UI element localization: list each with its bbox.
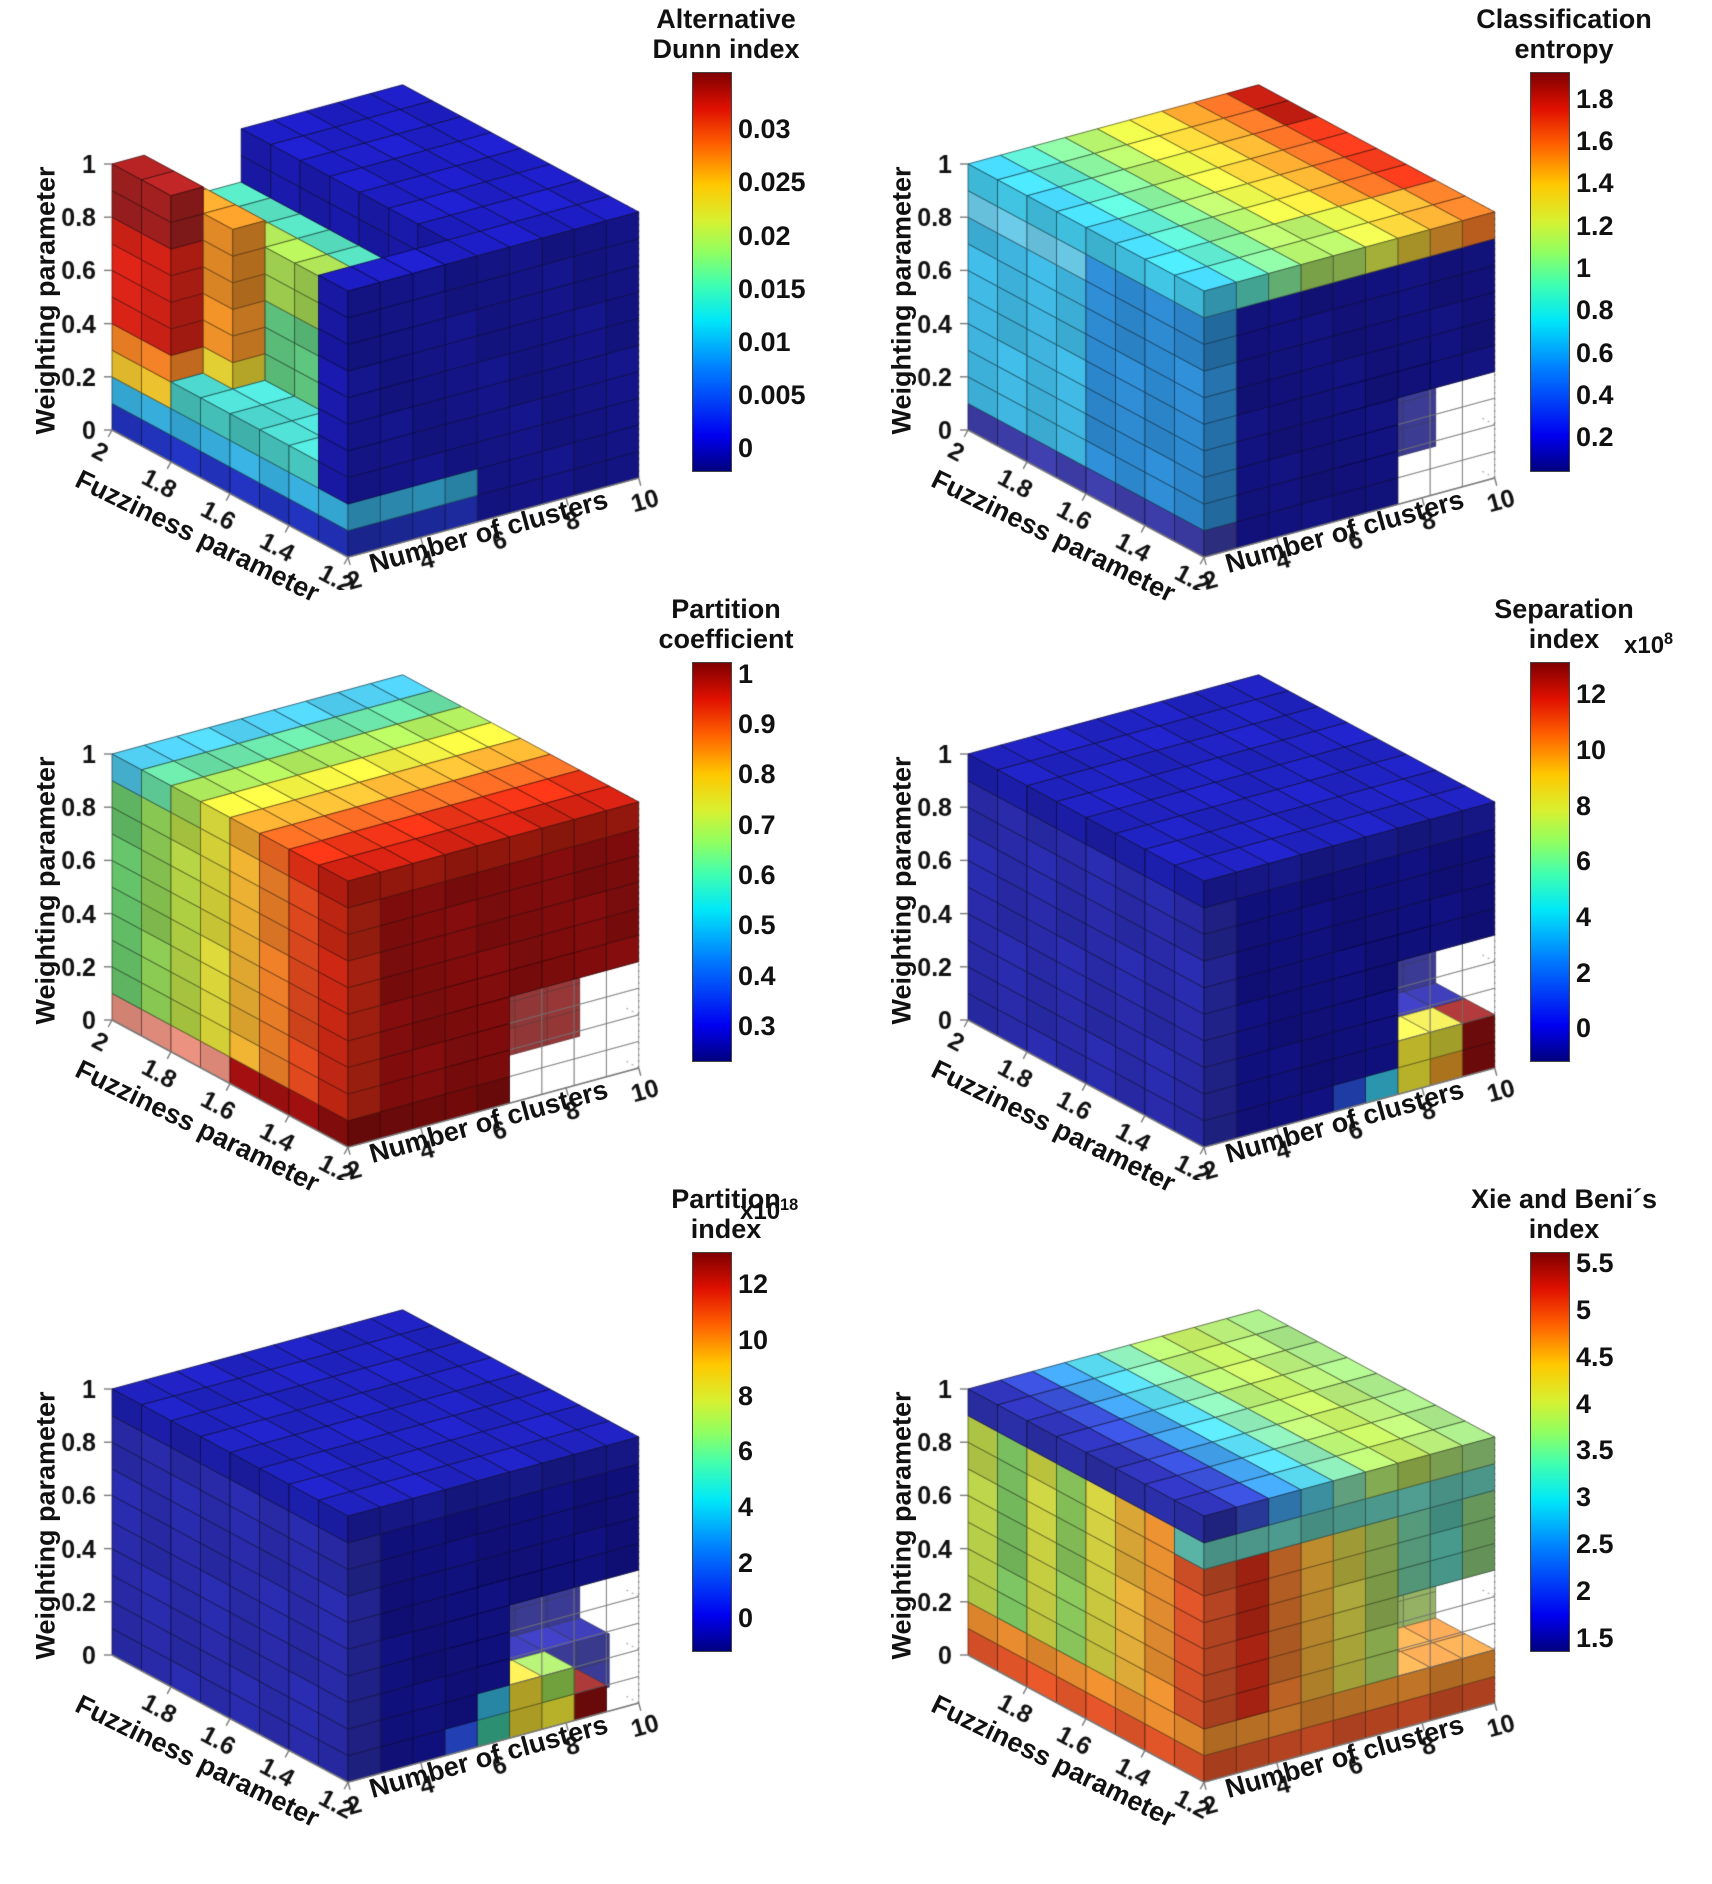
colorbar-tick-label: 10 xyxy=(1576,735,1607,766)
colorbar-tick-label: 1 xyxy=(738,658,754,689)
colorbar-tick-label: 0.8 xyxy=(1576,295,1614,326)
colorbar-tick-label: 12 xyxy=(1576,679,1607,710)
colorbar-title: Partition index xyxy=(586,1184,866,1244)
colorbar-title: Partition coefficient xyxy=(586,594,866,654)
panel-xie-and-benis-index: Weighting parameter Fuzziness parameter … xyxy=(856,1180,1712,1884)
colorbar-tick-label: 6 xyxy=(1576,846,1592,877)
colorbar-tick-label: 3.5 xyxy=(1576,1435,1614,1466)
colorbar-tick-label: 0.8 xyxy=(738,759,776,790)
colorbar-tick-label: 0.025 xyxy=(738,167,806,198)
colorbar-tick-label: 0 xyxy=(738,432,754,463)
colorbar-tick-label: 10 xyxy=(738,1325,769,1356)
z-axis-label: Weighting parameter xyxy=(886,166,917,435)
colorbar-title: Separation index xyxy=(1424,594,1704,654)
panel-alternative-dunn-index: Weighting parameter Fuzziness parameter … xyxy=(0,0,856,608)
colorbar-title-line1: Partition xyxy=(671,1184,781,1214)
colorbar-tick-label: 0.6 xyxy=(1576,337,1614,368)
colorbar-title: Alternative Dunn index xyxy=(586,4,866,64)
colorbar-tick-label: 0.9 xyxy=(738,708,776,739)
colorbar-title: Xie and Beni´s index xyxy=(1424,1184,1704,1244)
colorbar-title-line2: index xyxy=(690,1214,762,1245)
colorbar-tick-label: 2 xyxy=(738,1547,754,1578)
z-axis-label: Weighting parameter xyxy=(30,1391,61,1660)
colorbar-title-line1: Partition xyxy=(671,594,781,624)
colorbar-tick-label: 0.4 xyxy=(738,960,776,991)
colorbar-title-line1: Alternative xyxy=(656,4,796,34)
colorbar-title-line1: Classification xyxy=(1476,4,1652,34)
z-axis-label: Weighting parameter xyxy=(886,1391,917,1660)
colorbar-title-line2: Dunn index xyxy=(652,34,800,65)
colorbar-title-line1: Separation xyxy=(1494,594,1634,624)
colorbar-title-line2: entropy xyxy=(1514,34,1614,65)
colorbar-tick-label: 4 xyxy=(1576,902,1592,933)
z-axis-label: Weighting parameter xyxy=(886,756,917,1025)
colorbar-tick-label: 4 xyxy=(1576,1388,1592,1419)
colorbar-multiplier: x108 xyxy=(1624,630,1674,659)
colorbar-tick-label: 5.5 xyxy=(1576,1248,1614,1279)
colorbar-tick-label: 0.015 xyxy=(738,273,806,304)
colorbar-title-line1: Xie and Beni´s xyxy=(1470,1184,1658,1214)
colorbar xyxy=(692,1252,732,1652)
colorbar-tick-label: 0.02 xyxy=(738,220,791,251)
colorbar-tick-label: 1.8 xyxy=(1576,83,1614,114)
colorbar-tick-label: 1.5 xyxy=(1576,1622,1614,1653)
colorbar-tick-label: 0 xyxy=(738,1603,754,1634)
colorbar-tick-label: 0.5 xyxy=(738,910,776,941)
panel-classification-entropy: Weighting parameter Fuzziness parameter … xyxy=(856,0,1712,608)
colorbar-tick-label: 0.01 xyxy=(738,326,791,357)
colorbar xyxy=(1530,72,1570,472)
colorbar-tick-label: 0.4 xyxy=(1576,379,1614,410)
colorbar-tick-label: 1.6 xyxy=(1576,125,1614,156)
colorbar-tick-label: 2.5 xyxy=(1576,1529,1614,1560)
colorbar-tick-label: 0.2 xyxy=(1576,422,1614,453)
colorbar xyxy=(1530,1252,1570,1652)
panel-partition-coefficient: Weighting parameter Fuzziness parameter … xyxy=(0,590,856,1198)
colorbar-title-line2: coefficient xyxy=(658,624,794,655)
colorbar-tick-label: 2 xyxy=(1576,957,1592,988)
colorbar-tick-label: 2 xyxy=(1576,1575,1592,1606)
panel-separation-index: Weighting parameter Fuzziness parameter … xyxy=(856,590,1712,1198)
colorbar-multiplier: x1018 xyxy=(740,1196,799,1225)
colorbar-title-line2: index xyxy=(1528,1214,1600,1245)
colorbar xyxy=(1530,662,1570,1062)
colorbar-tick-label: 0.6 xyxy=(738,860,776,891)
z-axis-label: Weighting parameter xyxy=(30,756,61,1025)
colorbar-tick-label: 1 xyxy=(1576,252,1592,283)
z-axis-label: Weighting parameter xyxy=(30,166,61,435)
colorbar-tick-label: 3 xyxy=(1576,1482,1592,1513)
colorbar-tick-label: 8 xyxy=(1576,790,1592,821)
colorbar-tick-label: 4.5 xyxy=(1576,1341,1614,1372)
colorbar-tick-label: 0.3 xyxy=(738,1011,776,1042)
colorbar-title-line2: index xyxy=(1528,624,1600,655)
colorbar-tick-label: 1.2 xyxy=(1576,210,1614,241)
colorbar xyxy=(692,72,732,472)
colorbar-tick-label: 0.03 xyxy=(738,114,791,145)
colorbar xyxy=(692,662,732,1062)
panel-partition-index: Weighting parameter Fuzziness parameter … xyxy=(0,1180,856,1884)
colorbar-tick-label: 12 xyxy=(738,1269,769,1300)
colorbar-tick-label: 1.4 xyxy=(1576,168,1614,199)
colorbar-tick-label: 0.005 xyxy=(738,379,806,410)
colorbar-tick-label: 8 xyxy=(738,1380,754,1411)
colorbar-tick-label: 0 xyxy=(1576,1013,1592,1044)
colorbar-title: Classification entropy xyxy=(1424,4,1704,64)
colorbar-tick-label: 6 xyxy=(738,1436,754,1467)
colorbar-tick-label: 0.7 xyxy=(738,809,776,840)
colorbar-tick-label: 5 xyxy=(1576,1294,1592,1325)
colorbar-tick-label: 4 xyxy=(738,1492,754,1523)
